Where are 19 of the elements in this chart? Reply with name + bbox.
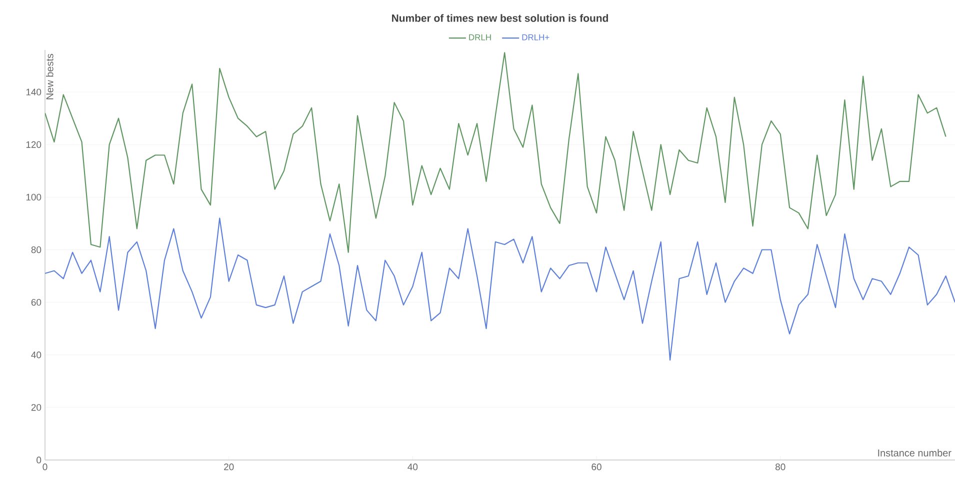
legend-label: DRLH+ [522, 34, 550, 40]
chart-title: Number of times new best solution is found [392, 14, 608, 22]
y-tick-label: 80 [31, 246, 42, 254]
y-tick-label: 40 [31, 352, 42, 358]
line-series [45, 52, 946, 253]
y-tick-label: 20 [31, 404, 42, 411]
x-tick-label: 20 [224, 464, 234, 470]
x-axis-title: Instance number [878, 449, 952, 456]
x-tick-label: 80 [776, 464, 786, 470]
y-tick-label: 120 [26, 141, 42, 148]
y-tick-label: 140 [26, 88, 42, 96]
y-axis-title: New bests [46, 54, 54, 100]
y-tick-label: 60 [31, 298, 42, 306]
y-tick-label: 0 [36, 456, 42, 464]
x-tick-label: 0 [42, 464, 48, 470]
y-tick-label: 100 [26, 194, 42, 201]
legend-label: DRLH [469, 34, 491, 40]
x-tick-label: 40 [408, 464, 418, 470]
x-tick-label: 60 [592, 464, 602, 470]
